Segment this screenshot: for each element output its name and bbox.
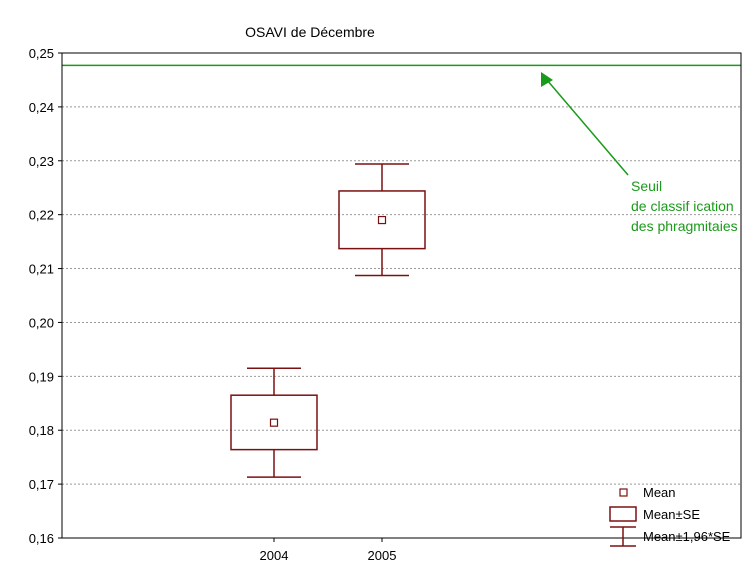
legend-label: Mean — [643, 485, 676, 500]
threshold: Seuil de classif ication des phragmitaies — [62, 64, 741, 234]
mean-marker — [377, 215, 387, 225]
x-tick-label: 2005 — [368, 548, 397, 563]
box-2004 — [230, 367, 318, 478]
y-tick-label: 0,17 — [29, 477, 54, 492]
grid — [62, 106, 741, 485]
threshold-arrow — [546, 79, 629, 176]
y-tick-label: 0,21 — [29, 262, 54, 277]
se-box — [230, 394, 318, 451]
y-tick-label: 0,22 — [29, 208, 54, 223]
threshold-arrow-head — [541, 72, 553, 87]
y-tick-label: 0,20 — [29, 315, 54, 330]
y-tick-label: 0,19 — [29, 369, 54, 384]
threshold-label: des phragmitaies — [631, 218, 738, 234]
y-axis: 0,16 0,17 0,18 0,19 0,20 0,21 0,22 0,23 0,24 0,25 — [29, 46, 62, 546]
y-tick-label: 0,23 — [29, 154, 54, 169]
threshold-label: de classif ication — [631, 198, 734, 214]
threshold-label: Seuil — [631, 178, 662, 194]
legend-label: Mean±SE — [643, 507, 700, 522]
x-tick-label: 2004 — [260, 548, 289, 563]
y-tick-label: 0,18 — [29, 423, 54, 438]
chart-title: OSAVI de Décembre — [245, 24, 375, 40]
box-2005 — [338, 163, 426, 277]
y-tick-label: 0,24 — [29, 100, 54, 115]
y-tick-label: 0,16 — [29, 531, 54, 546]
legend-se-box — [609, 506, 637, 522]
legend-label: Mean±1,96*SE — [643, 529, 731, 544]
mean-marker — [269, 418, 279, 427]
legend: Mean Mean±SE Mean±1,96*SE — [609, 485, 731, 547]
y-tick-label: 0,25 — [29, 46, 54, 61]
se-box — [338, 190, 426, 250]
x-axis: 2004 2005 — [260, 538, 397, 563]
box-series — [230, 163, 426, 478]
legend-mean-marker — [619, 488, 628, 497]
plot-frame — [61, 52, 742, 539]
